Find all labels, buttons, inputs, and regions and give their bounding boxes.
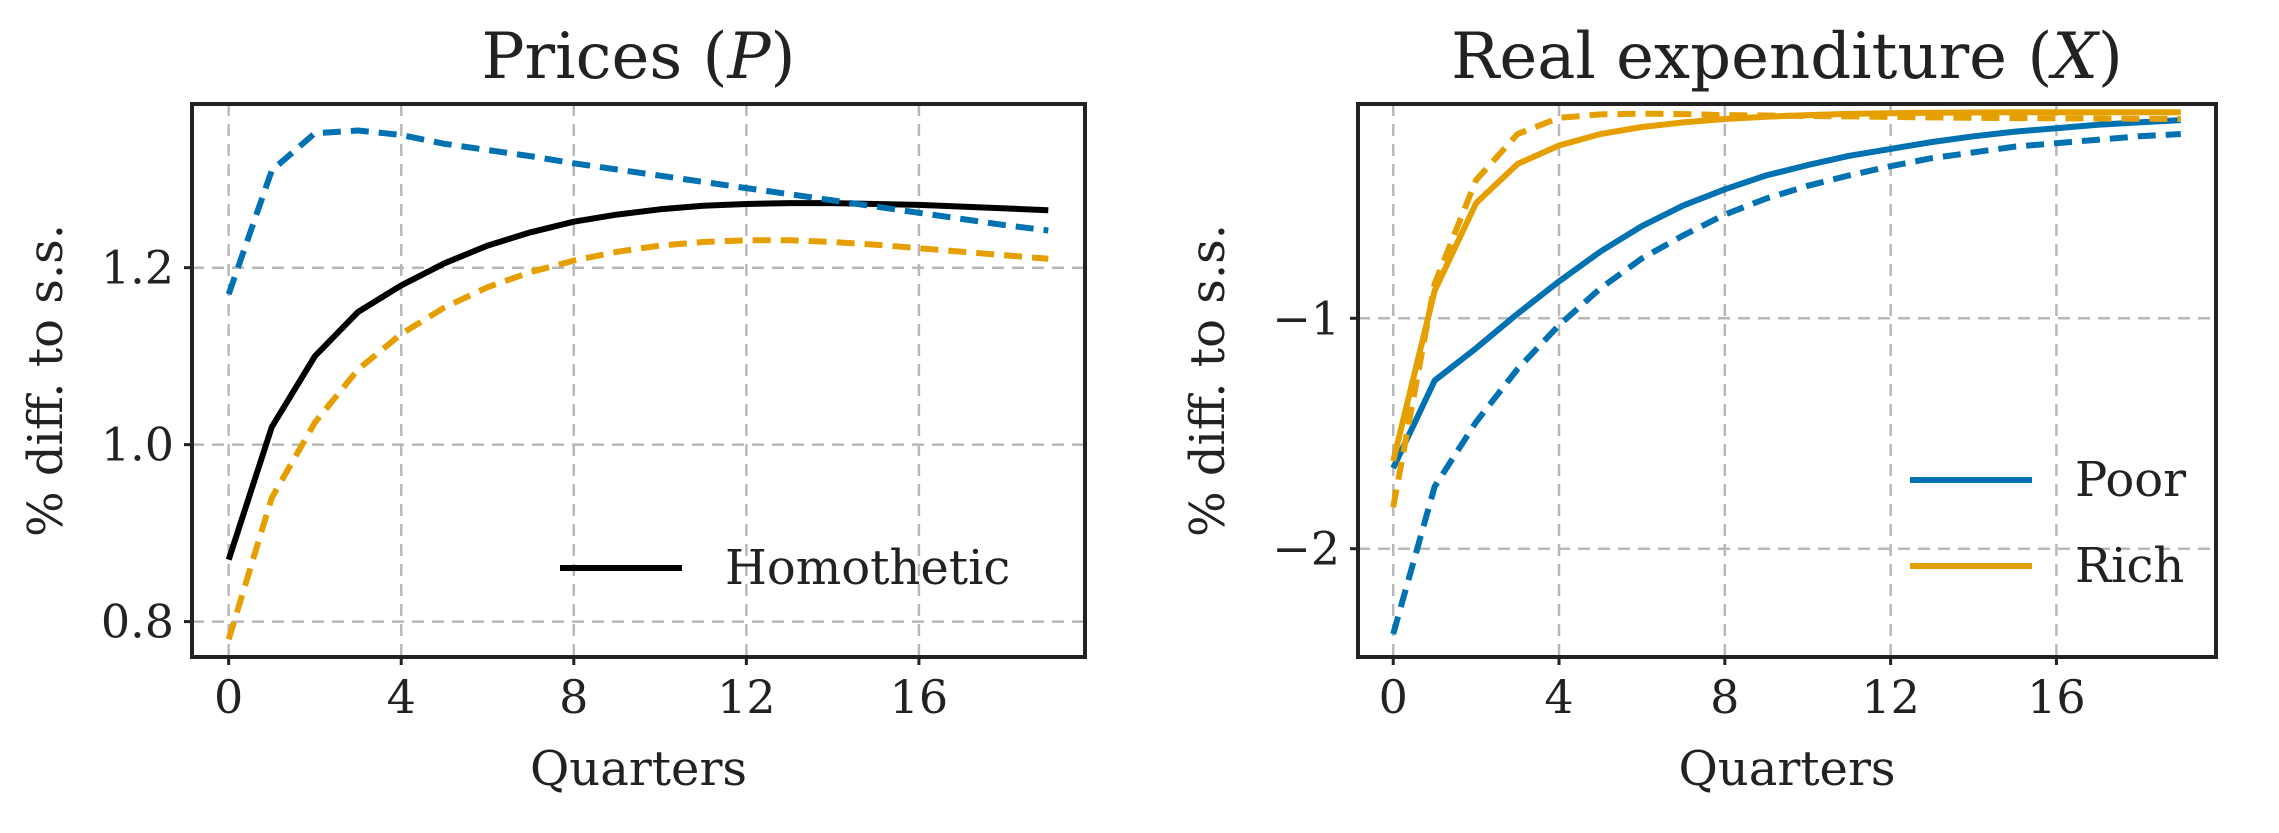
legend-label-rich: Rich	[2075, 538, 2184, 594]
real-expenditure-panel: Real expenditure (X) 0 4 8 12 16 −2 −1 Quarters%…	[1180, 20, 2218, 797]
x-tick-label: 16	[2027, 670, 2086, 724]
poor-dashed-line	[225, 127, 1049, 296]
rich-dashed-line	[225, 237, 1049, 641]
y-tick-label: 1.2	[101, 241, 174, 295]
poor-solid-line	[1390, 117, 2181, 470]
title-part: )	[771, 20, 796, 94]
x-tick-label: 8	[1710, 670, 1739, 724]
x-tick-label: 12	[1861, 670, 1920, 724]
rich-solid-line	[1390, 109, 2181, 462]
x-axis-label: Quarters	[530, 741, 747, 797]
title-symbol: P	[726, 20, 771, 94]
x-tick-label: 4	[1544, 670, 1573, 724]
y-tick-label: 1.0	[101, 418, 174, 472]
title-part: )	[2098, 20, 2123, 94]
chart-title: Prices (P)	[481, 20, 795, 94]
title-part: Real expenditure (	[1451, 20, 2052, 94]
prices-panel: Prices (P) 0 4 8 12 16 0.8 1.0 1.2 Quarters % diff…	[18, 20, 1087, 797]
title-symbol: X	[2047, 20, 2100, 94]
x-tick-label: 16	[890, 670, 949, 724]
x-tick-label: 0	[214, 670, 243, 724]
title-part: Prices (	[481, 20, 727, 94]
legend-label-homothetic: Homothetic	[725, 540, 1010, 596]
plot-frame	[190, 102, 1087, 659]
chart-title: Real expenditure (X)	[1451, 20, 2123, 94]
rich-dashed-line	[1390, 110, 2181, 508]
y-axis-label: % diff. to s.s.	[18, 224, 74, 537]
x-tick-label: 12	[717, 670, 776, 724]
legend-label-poor: Poor	[2075, 452, 2186, 508]
x-axis-label: Quarters	[1678, 741, 1895, 797]
poor-dashed-line	[1390, 131, 2181, 635]
y-axis-label: % diff. to s.s.	[1180, 224, 1236, 537]
y-tick-label: −1	[1272, 291, 1340, 345]
x-tick-label: 8	[559, 670, 588, 724]
y-tick-label: 0.8	[101, 595, 174, 649]
plot-frame	[1356, 102, 2218, 659]
homothetic-solid-line	[225, 200, 1049, 561]
x-tick-label: 4	[387, 670, 416, 724]
x-tick-label: 0	[1379, 670, 1408, 724]
y-tick-label: −2	[1272, 522, 1340, 576]
